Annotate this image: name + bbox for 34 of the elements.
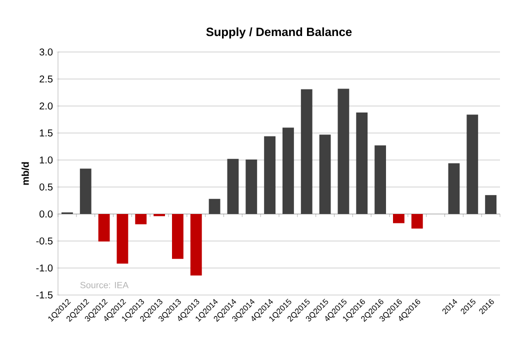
y-tick-label: 1.0 <box>40 156 53 164</box>
y-tick-label: 2.0 <box>40 102 53 110</box>
bar <box>135 214 147 224</box>
chart-title: Supply / Demand Balance <box>206 27 352 39</box>
bar <box>411 214 423 229</box>
bar <box>282 128 294 214</box>
bar <box>356 112 368 214</box>
bar <box>300 89 312 214</box>
bar <box>80 168 92 214</box>
y-tick-label: 0.5 <box>40 183 53 191</box>
y-tick-label: 1.5 <box>40 130 53 136</box>
bar <box>98 214 110 242</box>
bar <box>466 114 478 214</box>
bar <box>485 195 497 214</box>
bar <box>448 163 460 214</box>
bar <box>172 214 184 259</box>
y-tick-label: 2.5 <box>40 75 53 83</box>
bar <box>208 198 220 214</box>
y-axis-title: mb/d <box>22 162 29 185</box>
y-tick-label: -1.0 <box>36 264 53 272</box>
y-tick-label: 0.0 <box>40 210 53 218</box>
annotation: Source: IEA <box>80 282 129 288</box>
bar <box>264 136 276 214</box>
bar <box>393 214 404 224</box>
bar <box>116 214 128 264</box>
y-tick-label: -0.5 <box>36 237 53 245</box>
bar <box>319 134 331 214</box>
y-tick-label: -1.5 <box>36 292 53 298</box>
bar <box>374 145 386 214</box>
bar <box>227 158 239 214</box>
bar <box>338 88 350 214</box>
y-tick-label: 3.0 <box>40 48 53 56</box>
bar <box>246 159 258 214</box>
bar <box>190 214 202 276</box>
